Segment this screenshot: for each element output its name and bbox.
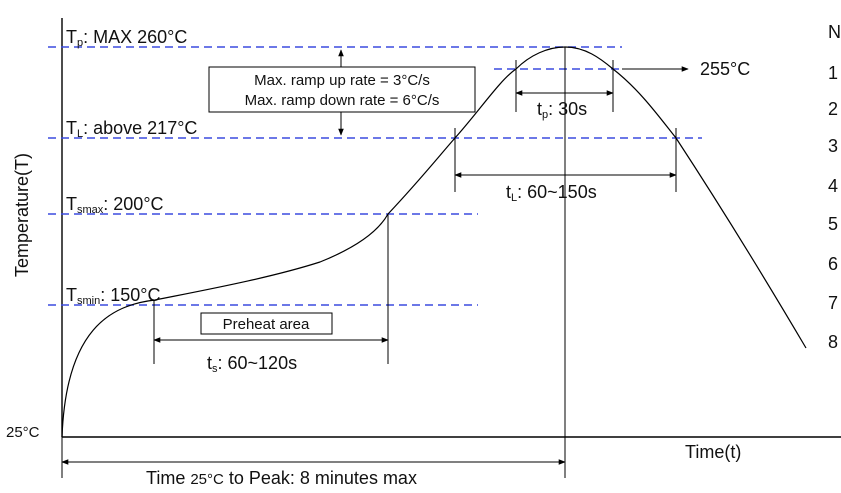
side-fragment: 3 (828, 136, 838, 156)
x-axis-label: Time(t) (685, 442, 741, 462)
ramp-down-text: Max. ramp down rate = 6°C/s (245, 92, 440, 109)
tp-level-label: Tp: MAX 260°C (66, 27, 187, 49)
side-fragment: 1 (828, 63, 838, 83)
peak-255-label: 255°C (700, 59, 750, 79)
preheat-label: Preheat area (223, 316, 310, 333)
ts-interval-label: ts: 60~120s (207, 353, 297, 375)
side-fragment: 7 (828, 293, 838, 313)
origin-temp-label: 25°C (6, 424, 40, 441)
ramp-rate-box (208, 66, 476, 113)
time-to-peak-label: Time 25°C to Peak: 8 minutes max (146, 468, 417, 488)
y-axis-label: Temperature(T) (12, 153, 32, 277)
tl-level-label: TL: above 217°C (66, 118, 197, 140)
side-fragment: 6 (828, 254, 838, 274)
tl-interval-label: tL: 60~150s (506, 182, 597, 204)
side-fragment: N (828, 22, 841, 42)
tsmin-level-label: Tsmin: 150°C (66, 285, 160, 307)
tsmax-level-label: Tsmax: 200°C (66, 194, 164, 216)
side-fragment: 8 (828, 332, 838, 352)
reflow-curve (61, 46, 807, 438)
side-fragments: N 1 2 3 4 5 6 7 8 (828, 22, 841, 352)
tp-interval-label: tp: 30s (537, 99, 587, 121)
side-fragment: 5 (828, 214, 838, 234)
preheat-box (200, 312, 333, 335)
side-fragment: 2 (828, 99, 838, 119)
side-fragment: 4 (828, 176, 838, 196)
ramp-up-text: Max. ramp up rate = 3°C/s (254, 72, 430, 89)
